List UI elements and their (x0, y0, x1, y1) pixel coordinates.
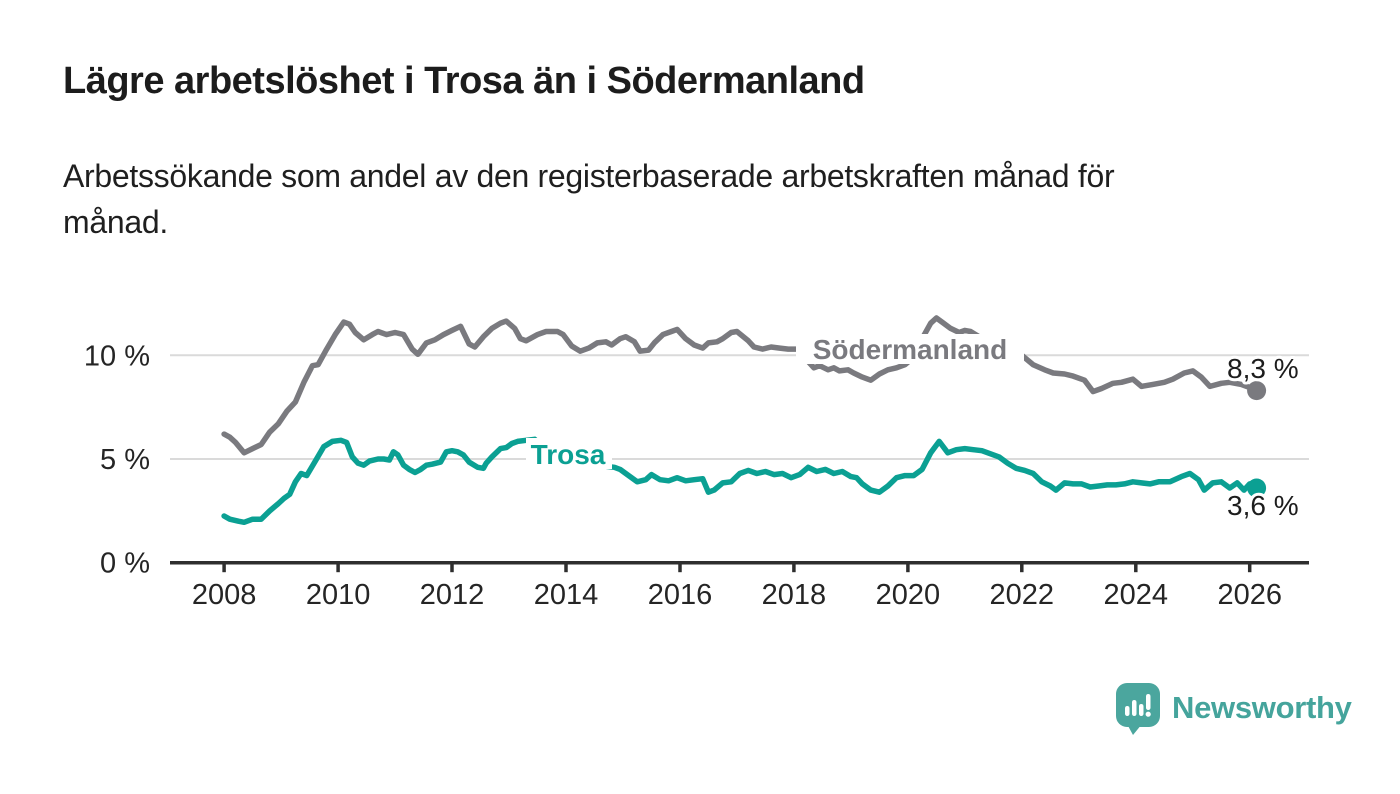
x-tick-label-2026: 2026 (1217, 579, 1282, 611)
series-lines (221, 315, 1260, 526)
sodermanland-label-halo (796, 334, 1024, 364)
chart-subtitle: Arbetssökande som andel av den registerb… (63, 153, 1115, 245)
line-trosa (221, 436, 1260, 526)
y-tick-label-10: 10 % (84, 340, 150, 372)
subtitle-line-1: Arbetssökande som andel av den registerb… (63, 158, 1115, 194)
series-end-dots (1247, 381, 1267, 498)
x-tick-label-2018: 2018 (762, 579, 827, 611)
y-axis-labels: 0 % 5 % 10 % (84, 340, 150, 579)
y-tick-label-0: 0 % (100, 548, 150, 580)
series-label-trosa: Trosa (531, 439, 606, 470)
end-dot-trosa (1247, 478, 1267, 498)
page-title: Lägre arbetslöshet i Trosa än i Söderman… (63, 60, 865, 102)
end-dot-södermanland (1247, 381, 1267, 401)
x-tick-label-2024: 2024 (1104, 579, 1169, 611)
x-tick-label-2020: 2020 (876, 579, 941, 611)
line-södermanland (221, 315, 1260, 456)
x-axis-labels: 2008 2010 2012 2014 2016 2018 2020 2022 2024 2026 (192, 579, 1282, 611)
x-tick-label-2010: 2010 (306, 579, 371, 611)
x-tick-label-2012: 2012 (420, 579, 485, 611)
end-value-label-trosa: 3,6 % (1227, 490, 1299, 521)
series-label-sodermanland: Södermanland (813, 334, 1007, 365)
x-tick-label-2016: 2016 (648, 579, 713, 611)
x-tick-label-2022: 2022 (990, 579, 1055, 611)
trosa-label-halo (526, 438, 612, 469)
x-axis (170, 560, 1309, 573)
gridlines (170, 354, 1309, 460)
y-tick-label-5: 5 % (100, 444, 150, 476)
brand-name: Newsworthy (1172, 690, 1352, 725)
newsworthy-brand: Newsworthy (1115, 682, 1352, 735)
x-tick-label-2008: 2008 (192, 579, 257, 611)
subtitle-line-2: månad. (63, 204, 168, 240)
newsworthy-logo-icon (1116, 682, 1160, 735)
end-value-label-sodermanland: 8,3 % (1227, 353, 1299, 384)
x-tick-label-2014: 2014 (534, 579, 599, 611)
